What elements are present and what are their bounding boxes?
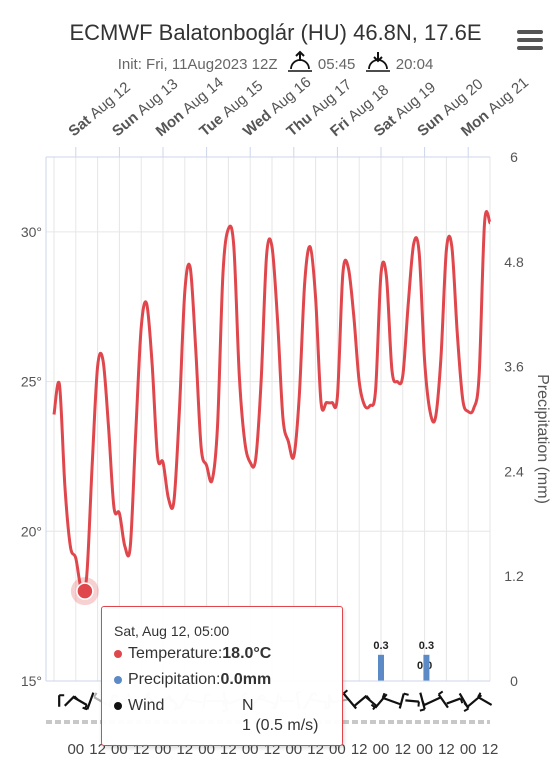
wind-arrow	[364, 695, 377, 707]
wind-arrow	[437, 693, 449, 709]
x-hour-tick-label: 00	[67, 741, 84, 758]
wind-barb	[477, 692, 482, 698]
y-right-axis-title: Precipitation (mm)	[534, 374, 551, 504]
wind-barb	[82, 706, 88, 711]
tooltip-wind-label: Wind	[128, 697, 165, 714]
tooltip-wind-direction: N	[242, 697, 254, 714]
precipitation-dot-icon	[114, 675, 122, 684]
wind-barb	[463, 707, 469, 712]
x-hour-tick-label: 12	[482, 741, 499, 758]
wind-arrow	[86, 692, 95, 710]
wind-arrow	[382, 696, 401, 706]
x-hour-tick-label: 12	[394, 741, 411, 758]
wind-barb	[438, 690, 444, 696]
wind-barb	[93, 692, 98, 698]
wind-arrow	[374, 693, 388, 709]
y-left-tick-label: 20°	[21, 523, 42, 539]
wind-barb	[342, 689, 349, 695]
x-hour-tick-label: 00	[460, 741, 477, 758]
wind-arrow	[477, 696, 493, 706]
wind-barb	[370, 703, 376, 709]
precipitation-data-label: 0.3	[419, 640, 434, 652]
temperature-line	[52, 210, 492, 593]
x-hour-tick-label: 00	[373, 741, 390, 758]
x-hour-tick-label: 12	[351, 741, 368, 758]
tooltip-precip-value: 0.0mm	[220, 671, 272, 688]
wind-arrow	[398, 693, 405, 709]
wind-barb	[381, 692, 386, 699]
precipitation-bar	[378, 654, 384, 681]
tooltip-precipitation: Precipitation:0.0mm	[114, 671, 271, 689]
y-right-tick-label: 3.6	[504, 359, 524, 375]
tooltip-wind: Wind N	[114, 697, 254, 715]
tooltip: Sat, Aug 12, 05:00 Temperature:18.0°C Pr…	[101, 606, 343, 746]
x-hour-tick-label: 12	[438, 741, 455, 758]
sunrise-icon	[287, 50, 312, 72]
hover-point	[76, 582, 94, 600]
precipitation-data-label: 0.3	[373, 640, 388, 652]
y-right-tick-label: 4.8	[504, 254, 524, 270]
chart-title: ECMWF Balatonboglár (HU) 46.8N, 17.6E	[69, 20, 482, 45]
y-right-tick-label: 6	[510, 149, 518, 165]
wind-dot-icon	[114, 701, 122, 710]
wind-barb	[403, 692, 409, 696]
wind-arrow	[353, 694, 368, 708]
x-hour-tick-label: 00	[416, 741, 433, 758]
chart-subtitle: Init: Fri, 11Aug2023 12Z 05:45 20:04	[0, 50, 551, 74]
y-left-tick-label: 15°	[21, 673, 42, 689]
y-left-tick-label: 30°	[21, 224, 42, 240]
y-right-tick-label: 0	[510, 673, 518, 689]
hamburger-menu-icon[interactable]	[517, 30, 543, 52]
wind-barb	[419, 708, 426, 712]
tooltip-temp-label: Temperature:	[128, 645, 223, 662]
y-right-tick-label: 1.2	[504, 568, 524, 584]
y-left-tick-label: 25°	[21, 374, 42, 390]
wind-arrow	[72, 696, 88, 706]
wind-arrow	[446, 697, 461, 705]
tooltip-wind-value: 1 (0.5 m/s)	[242, 717, 319, 734]
tooltip-header: Sat, Aug 12, 05:00	[114, 623, 230, 639]
wind-arrow	[423, 695, 442, 707]
wind-barb	[421, 700, 426, 706]
tooltip-temp-value: 18.0°C	[222, 645, 272, 662]
init-time: Init: Fri, 11Aug2023 12Z	[117, 56, 278, 73]
tooltip-temperature: Temperature:18.0°C	[114, 645, 271, 663]
wind-arrow	[405, 699, 420, 703]
sunrise-time: 05:45	[317, 56, 356, 73]
wind-barb	[463, 702, 469, 708]
precipitation-bar	[423, 654, 430, 681]
tooltip-precip-label: Precipitation:	[128, 671, 221, 688]
y-right-tick-label: 2.4	[504, 463, 524, 479]
temperature-dot-icon	[114, 649, 122, 658]
sunset-icon	[365, 52, 390, 72]
sunset-time: 20:04	[395, 56, 434, 73]
wind-barb	[459, 698, 464, 704]
